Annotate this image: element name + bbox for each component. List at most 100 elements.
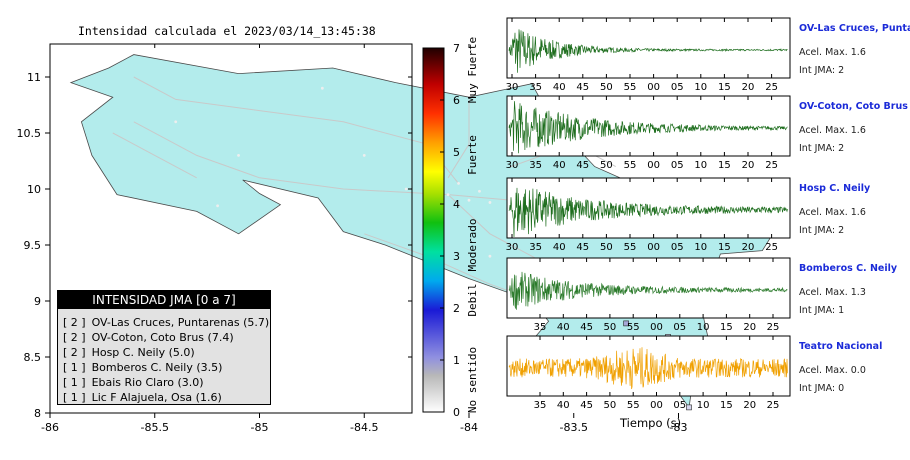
y-tick-label: 9 bbox=[34, 295, 41, 308]
waveform-panel: 30 35 40 45 50 55 00 05 10 15 20 25 bbox=[506, 17, 791, 93]
time-tick-label: 50 bbox=[600, 242, 613, 253]
time-tick-label: 35 bbox=[529, 242, 542, 253]
time-tick-label: 15 bbox=[720, 322, 733, 333]
intensity-legend: INTENSIDAD JMA [0 a 7] [ 2 ] OV-Las Cruce… bbox=[57, 290, 271, 405]
legend-item-station: Bomberos C. Neily (3.5) bbox=[91, 361, 223, 374]
legend-title: INTENSIDAD JMA [0 a 7] bbox=[58, 291, 270, 309]
legend-item: [ 1 ] Ebais Rio Claro (3.0) bbox=[63, 375, 270, 390]
time-tick-label: 05 bbox=[673, 400, 686, 411]
colorbar-gradient bbox=[422, 47, 445, 413]
x-tick-label: -84.5 bbox=[350, 421, 378, 434]
time-tick-label: 45 bbox=[576, 82, 589, 93]
station-name: OV-Las Cruces, Puntar bbox=[799, 23, 910, 34]
town-marker bbox=[174, 120, 178, 124]
time-tick-label: 20 bbox=[742, 160, 755, 171]
legend-item: [ 2 ] OV-Las Cruces, Puntarenas (5.7) bbox=[63, 315, 270, 330]
road-line bbox=[133, 121, 449, 196]
time-tick-label: 30 bbox=[506, 160, 519, 171]
road-line bbox=[112, 132, 197, 179]
legend-item-level: [ 2 ] bbox=[63, 331, 86, 344]
waveform-x-axis-label: Tiempo (s) bbox=[620, 416, 682, 430]
station-jma-intensity: Int JMA: 2 bbox=[799, 65, 845, 76]
map-axes: -86 -85.5 -85 -84.5 -84 -83.5 -831110.5109.598… bbox=[17, 43, 687, 434]
time-tick-label: 40 bbox=[557, 322, 570, 333]
y-tick-label: 10.5 bbox=[17, 127, 42, 140]
town-marker bbox=[362, 154, 366, 157]
time-tick-label: 45 bbox=[580, 400, 593, 411]
y-tick-label: 11 bbox=[27, 71, 41, 84]
x-tick-label: -85.5 bbox=[141, 421, 169, 434]
time-tick-label: 35 bbox=[534, 400, 547, 411]
time-tick-label: 05 bbox=[671, 160, 684, 171]
station-name: Hosp C. Neily bbox=[799, 183, 871, 194]
town-marker bbox=[488, 254, 492, 258]
time-tick-label: 25 bbox=[767, 400, 780, 411]
legend-item-station: OV-Coton, Coto Brus (7.4) bbox=[91, 331, 234, 344]
time-tick-label: 00 bbox=[647, 242, 660, 253]
colorbar-tick-label: 1 bbox=[453, 354, 460, 367]
legend-item-level: [ 1 ] bbox=[63, 376, 86, 389]
time-tick-label: 50 bbox=[600, 160, 613, 171]
time-tick-label: 15 bbox=[720, 400, 733, 411]
time-tick-label: 40 bbox=[553, 82, 566, 93]
time-tick-label: 35 bbox=[529, 160, 542, 171]
station-max-acceleration: Acel. Max. 1.3 bbox=[799, 287, 866, 298]
x-tick-label: -86 bbox=[41, 421, 59, 434]
time-tick-label: 00 bbox=[650, 400, 663, 411]
time-tick-label: 10 bbox=[697, 322, 710, 333]
legend-item-station: Hosp C. Neily (5.0) bbox=[91, 346, 195, 359]
station-jma-intensity: Int JMA: 2 bbox=[799, 143, 845, 154]
time-tick-label: 35 bbox=[529, 82, 542, 93]
y-tick-label: 8.5 bbox=[24, 351, 42, 364]
time-tick-label: 25 bbox=[765, 82, 778, 93]
time-tick-label: 05 bbox=[671, 242, 684, 253]
station-name: Teatro Nacional bbox=[799, 341, 883, 352]
map-frame bbox=[49, 43, 413, 414]
station-max-acceleration: Acel. Max. 0.0 bbox=[799, 365, 866, 376]
legend-item-level: [ 1 ] bbox=[63, 361, 86, 374]
time-tick-label: 25 bbox=[765, 242, 778, 253]
town-marker bbox=[446, 193, 450, 197]
colorbar-tick-label: 6 bbox=[453, 94, 460, 107]
time-tick-label: 25 bbox=[767, 322, 780, 333]
town-marker bbox=[216, 204, 220, 208]
time-tick-label: 45 bbox=[576, 160, 589, 171]
station-jma-intensity: Int JMA: 0 bbox=[799, 383, 845, 394]
time-tick-label: 00 bbox=[650, 322, 663, 333]
time-tick-label: 15 bbox=[718, 82, 731, 93]
colorbar-tick-label: 0 bbox=[453, 406, 460, 419]
colorbar-intensity-label: Debil bbox=[466, 283, 479, 316]
waveform-panels: 30 35 40 45 50 55 00 05 10 15 20 25 30 35 40 45 50 55 00 05… bbox=[506, 17, 791, 411]
time-tick-label: 00 bbox=[647, 82, 660, 93]
y-tick-label: 8 bbox=[34, 407, 41, 420]
legend-item-level: [ 2 ] bbox=[63, 346, 86, 359]
time-tick-label: 50 bbox=[604, 322, 617, 333]
waveform-panel: 30 35 40 45 50 55 00 05 10 15 20 25 bbox=[506, 95, 791, 171]
town-marker bbox=[237, 154, 240, 157]
time-tick-label: 15 bbox=[718, 242, 731, 253]
town-marker bbox=[488, 201, 492, 204]
colorbar-intensity-label: Moderado bbox=[466, 219, 479, 272]
map-title: Intensidad calculada el 2023/03/14_13:45… bbox=[78, 24, 376, 38]
time-tick-label: 40 bbox=[553, 242, 566, 253]
legend-item: [ 2 ] Hosp C. Neily (5.0) bbox=[63, 345, 270, 360]
time-tick-label: 45 bbox=[580, 322, 593, 333]
legend-item-station: Ebais Rio Claro (3.0) bbox=[91, 376, 204, 389]
time-tick-label: 10 bbox=[694, 160, 707, 171]
town-marker bbox=[457, 182, 460, 185]
station-name: Bomberos C. Neily bbox=[799, 263, 898, 274]
time-tick-label: 20 bbox=[742, 82, 755, 93]
station-name: OV-Coton, Coto Brus bbox=[799, 101, 908, 112]
colorbar-tick-label: 4 bbox=[453, 198, 460, 211]
town-marker bbox=[478, 189, 481, 193]
colorbar-tick-label: 3 bbox=[453, 250, 460, 263]
legend-item-station: Lic F Alajuela, Osa (1.6) bbox=[91, 391, 222, 404]
colorbar-tick-label: 5 bbox=[453, 146, 460, 159]
waveform-trace bbox=[508, 271, 788, 310]
colorbar-tick-label: 2 bbox=[453, 302, 460, 315]
y-tick-label: 9.5 bbox=[24, 239, 42, 252]
time-tick-label: 25 bbox=[765, 160, 778, 171]
station-max-acceleration: Acel. Max. 1.6 bbox=[799, 47, 866, 58]
colorbar-intensity-label: Fuerte bbox=[466, 135, 479, 175]
waveform-trace bbox=[508, 29, 788, 73]
